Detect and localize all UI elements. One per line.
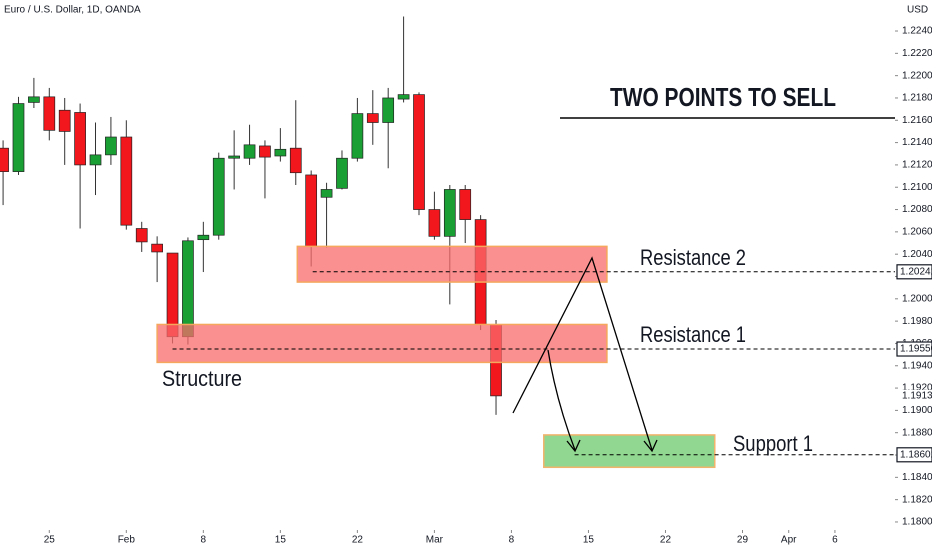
y-tick-label: 1.21600 [902,115,932,126]
y-tick-label: 1.22400 [902,26,932,37]
candle-body [228,155,240,159]
candle-body [43,96,56,131]
candle-body [12,103,25,172]
y-tick-label: 1.18400 [902,472,932,483]
candle-body [274,148,287,157]
zone [156,323,608,364]
y-tick-label: 1.19200 [902,383,932,394]
candle-body [243,144,256,159]
price-marker-label: 1.18602 [900,449,932,460]
candle-body [89,154,102,166]
candle-body [135,228,148,243]
x-tick-label: Apr [781,535,797,546]
candle-body [58,109,71,132]
y-tick-label: 1.21000 [902,182,932,193]
x-tick-label: 22 [660,535,672,546]
candle-body [151,243,163,253]
x-tick-label: 25 [44,535,56,546]
price-marker [896,341,932,357]
candle-body [182,240,194,338]
candle-body [459,189,472,220]
path-arrow [512,256,653,451]
candle-body [197,234,210,241]
candle-body [305,174,318,247]
price-marker [896,264,932,280]
candle-body [320,189,333,198]
candle-body [366,113,379,123]
candle-body [397,94,410,100]
price-marker [896,447,932,463]
y-tick-label: 1.20600 [902,227,932,238]
candle-body [28,96,40,103]
x-tick-label: Feb [118,535,136,546]
y-axis-label: USD [907,5,928,16]
y-tick-label: 1.20000 [902,293,932,304]
arrow-head [643,439,658,453]
headline: TWO POINTS TO SELL [610,82,836,112]
x-tick-label: 6 [832,535,838,546]
candle-body [120,136,133,226]
arrow-head [566,439,581,453]
y-tick-label: 1.21800 [902,93,932,104]
y-tick-label: 1.19000 [902,405,932,416]
x-tick-label: 15 [583,535,595,546]
x-tick-label: 8 [201,535,207,546]
overlay [512,117,895,453]
y-tick-label: 1.21400 [902,137,932,148]
last-price-bg [897,389,932,402]
last-price-label: 1.19130 [902,391,932,402]
y-tick-label: 1.20800 [902,204,932,215]
y-tick-label: 1.18800 [902,427,932,438]
level-name: Resistance 1 [640,322,746,347]
x-tick-label: Mar [426,535,444,546]
zone [543,434,716,469]
y-tick-label: 1.21200 [902,160,932,171]
x-tick-label: 22 [352,535,364,546]
y-tick-label: 1.20400 [902,249,932,260]
candle-body [443,189,456,237]
candle-body [428,209,441,237]
candle-body [382,97,395,123]
y-tick-label: 1.18200 [902,494,932,505]
zone [296,245,608,283]
candle-body [212,157,225,236]
candle-body [0,147,9,172]
candle-body [336,157,348,189]
candle-body [351,113,364,159]
candle-body [74,112,86,166]
candle-body [289,147,302,174]
x-tick-label: 8 [509,535,515,546]
zones [156,245,895,469]
y-tick-label: 1.19800 [902,316,932,327]
y-tick-label: 1.22200 [902,48,932,59]
y-tick-label: 1.19400 [902,360,932,371]
annotation: Structure [162,366,242,391]
x-tick-label: 15 [275,535,287,546]
price-marker-label: 1.20242 [900,266,932,277]
y-tick-label: 1.18000 [902,517,932,528]
candle-body [259,145,271,158]
chart-title: Euro / U.S. Dollar, 1D, OANDA [4,5,141,16]
level-name: Resistance 2 [640,245,746,270]
price-marker-label: 1.19550 [900,344,932,355]
x-tick-label: 29 [737,535,749,546]
candle-body [413,94,425,210]
path-arrow [547,349,576,451]
level-name: Support 1 [733,431,813,456]
y-tick-label: 1.22000 [902,70,932,81]
candle-body [105,136,117,156]
